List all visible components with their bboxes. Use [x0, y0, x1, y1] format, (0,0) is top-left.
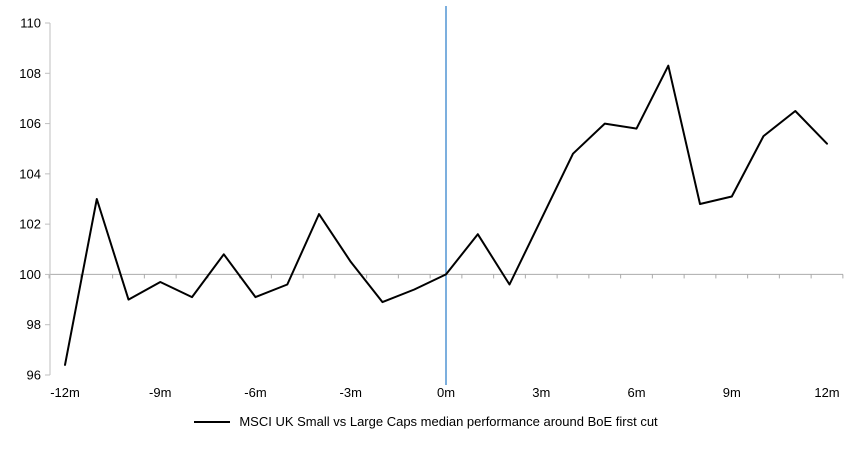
- x-tick-label: 0m: [437, 385, 455, 400]
- legend: MSCI UK Small vs Large Caps median perfo…: [0, 414, 852, 429]
- y-tick-label: 108: [19, 66, 41, 81]
- x-tick-label: 12m: [814, 385, 839, 400]
- legend-label: MSCI UK Small vs Large Caps median perfo…: [239, 414, 658, 429]
- x-tick-label: 9m: [723, 385, 741, 400]
- y-tick-label: 96: [27, 368, 41, 383]
- legend-line-swatch: [194, 420, 231, 423]
- x-tick-label: -3m: [340, 385, 362, 400]
- y-tick-label: 102: [19, 217, 41, 232]
- y-tick-label: 98: [27, 317, 41, 332]
- y-tick-label: 104: [19, 166, 41, 181]
- x-tick-label: 3m: [532, 385, 550, 400]
- x-tick-label: -12m: [50, 385, 80, 400]
- x-tick-label: -9m: [149, 385, 171, 400]
- y-tick-label: 100: [19, 267, 41, 282]
- y-tick-label: 110: [20, 16, 41, 31]
- x-tick-label: -6m: [244, 385, 266, 400]
- series-line: [64, 64, 828, 366]
- y-tick-label: 106: [19, 116, 41, 131]
- x-tick-label: 6m: [627, 385, 645, 400]
